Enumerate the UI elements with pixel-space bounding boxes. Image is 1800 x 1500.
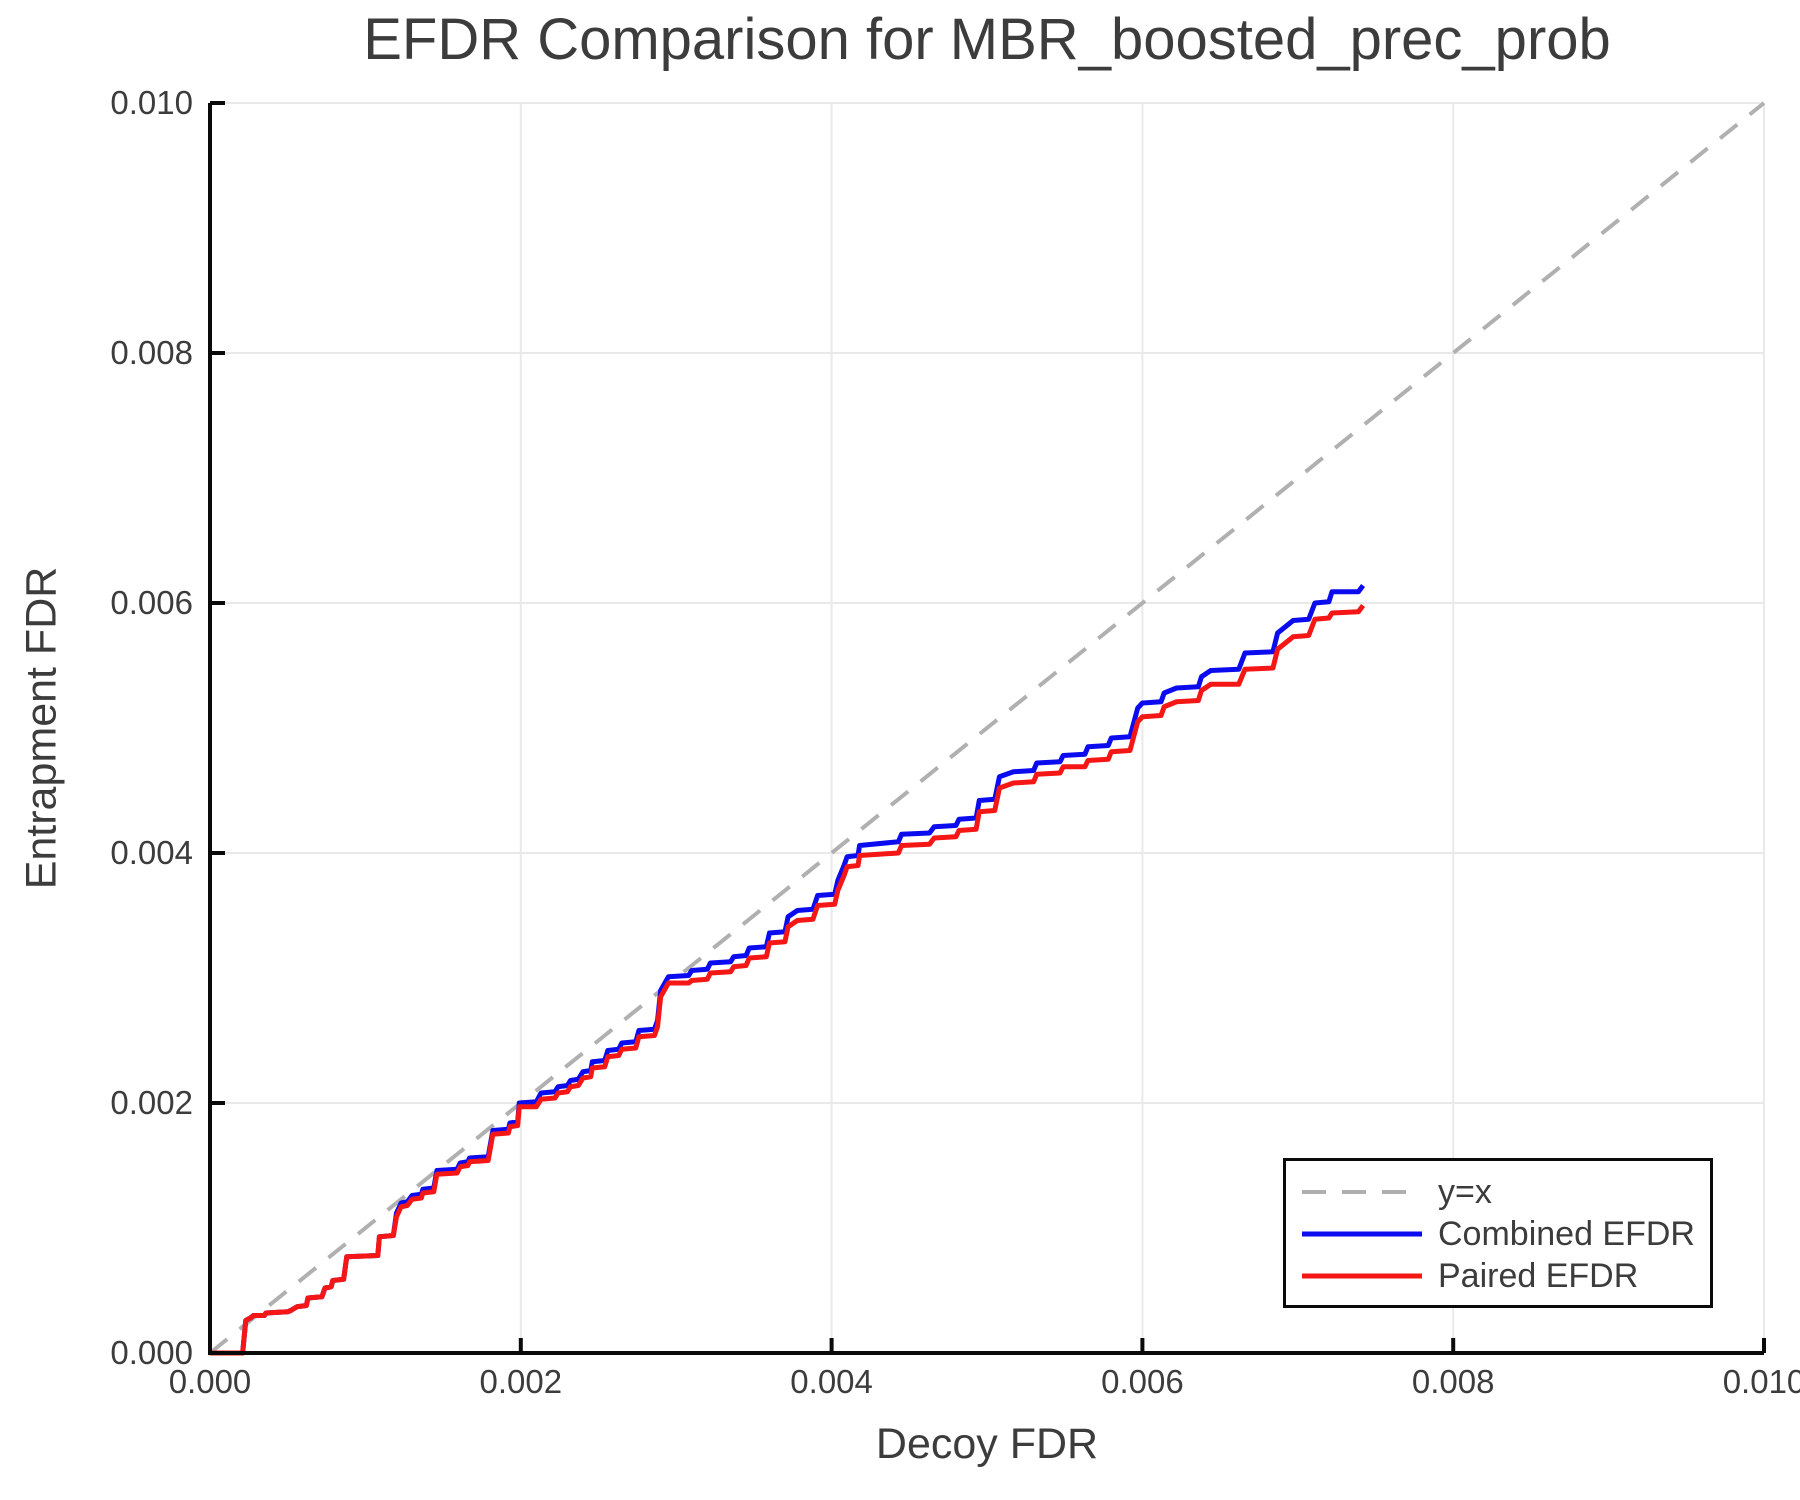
x-tick-label: 0.010 — [1723, 1363, 1800, 1400]
y-axis-label: Entrapment FDR — [17, 566, 66, 890]
legend-line-sample — [1302, 1190, 1422, 1194]
legend-label: Combined EFDR — [1438, 1214, 1695, 1253]
y-tick-label: 0.002 — [110, 1084, 193, 1121]
legend-entry: y=x — [1302, 1171, 1710, 1213]
x-tick-label: 0.002 — [480, 1363, 563, 1400]
axis-ticks — [208, 101, 1766, 1355]
legend-line-sample — [1302, 1231, 1422, 1237]
y-tick-label: 0.010 — [110, 84, 193, 121]
x-axis-label: Decoy FDR — [875, 1420, 1099, 1468]
x-tick-label: 0.000 — [169, 1363, 252, 1400]
tick-labels: 0.000 0.002 0.004 0.006 0.008 0.010 0.000 0.002… — [110, 84, 1800, 1400]
legend-label: Paired EFDR — [1438, 1256, 1639, 1295]
series-paired-efdr — [210, 604, 1366, 1356]
x-tick-label: 0.006 — [1101, 1363, 1184, 1400]
series-lines — [208, 101, 1766, 1356]
x-tick-label: 0.008 — [1412, 1363, 1495, 1400]
y-tick-label: 0.000 — [110, 1334, 193, 1371]
y-tick-label: 0.004 — [110, 834, 193, 871]
legend: y=x Combined EFDR Paired EFDR — [1283, 1158, 1713, 1308]
gridlines — [210, 102, 1765, 1353]
y-tick-label: 0.008 — [110, 334, 193, 371]
axis-spines — [208, 103, 1764, 1355]
x-tick-label: 0.004 — [790, 1363, 873, 1400]
chart-title: EFDR Comparison for MBR_boosted_prec_pro… — [363, 7, 1611, 72]
series-y-x — [208, 101, 1766, 1355]
y-tick-label: 0.006 — [110, 584, 193, 621]
legend-line-sample — [1302, 1273, 1422, 1279]
legend-entry: Paired EFDR — [1302, 1255, 1710, 1297]
legend-label: y=x — [1438, 1172, 1492, 1211]
legend-entry: Combined EFDR — [1302, 1213, 1710, 1255]
